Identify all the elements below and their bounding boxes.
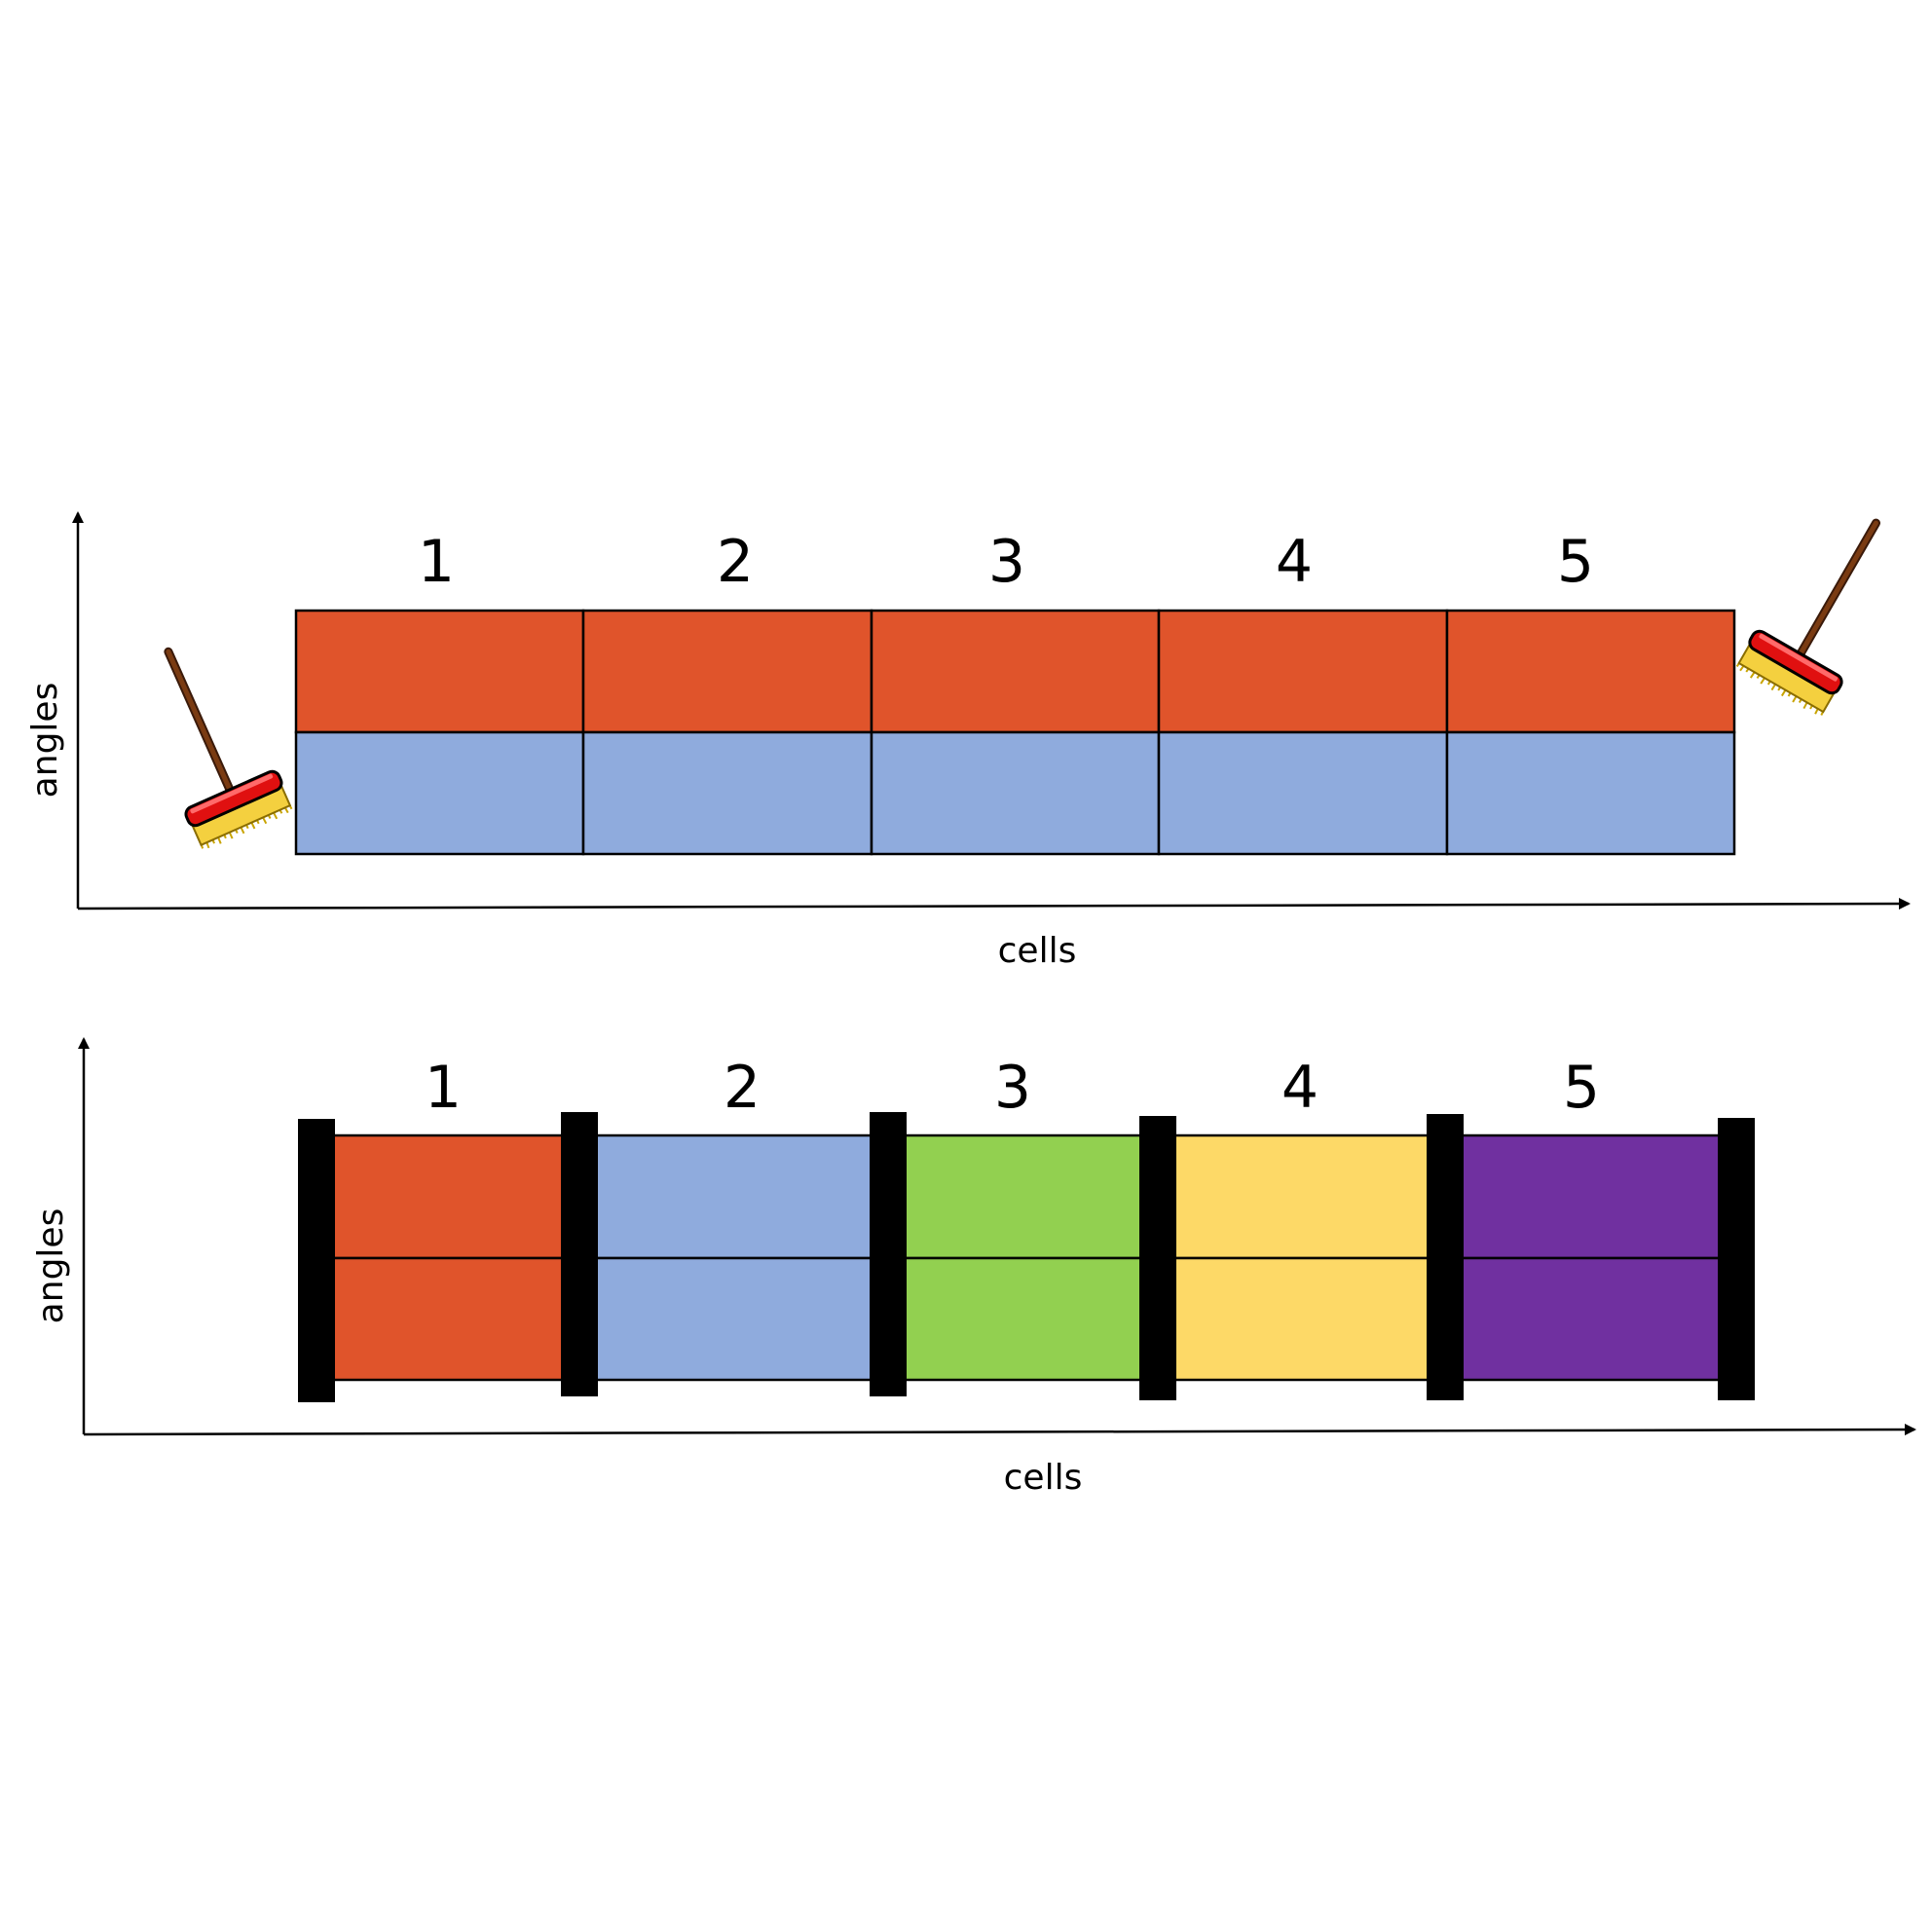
top-cell-number: 4 <box>1276 528 1313 596</box>
broom-icon <box>1733 498 1919 719</box>
top-cell-2-lower <box>581 730 873 856</box>
boundary-bar <box>561 1112 598 1396</box>
bottom-cell-1-lower <box>315 1256 581 1382</box>
bottom-panel: angles cells 1 2 3 4 5 <box>31 1037 1916 1498</box>
bottom-cell-3-upper <box>886 1133 1160 1260</box>
bottom-x-axis-label: cells <box>1004 1458 1083 1498</box>
top-cell-number: 2 <box>717 528 754 596</box>
top-y-axis-label: angles <box>25 683 65 799</box>
top-cell-3-upper <box>870 609 1161 734</box>
bottom-cell-number: 3 <box>994 1054 1031 1122</box>
boundary-bar <box>870 1112 907 1396</box>
top-cell-4-lower <box>1157 730 1449 856</box>
boundary-bar <box>298 1119 335 1402</box>
bottom-cell-grid <box>315 1133 1737 1382</box>
top-cell-number: 1 <box>418 528 455 596</box>
bottom-cell-number: 4 <box>1282 1054 1319 1122</box>
boundary-bar <box>1718 1118 1755 1400</box>
bottom-cell-1-upper <box>315 1133 581 1260</box>
bottom-cell-5-lower <box>1442 1256 1737 1382</box>
bottom-cell-4-lower <box>1156 1256 1446 1382</box>
bottom-cell-5-upper <box>1442 1133 1737 1260</box>
bottom-cell-number: 1 <box>425 1054 462 1122</box>
bottom-y-axis-label: angles <box>31 1208 71 1324</box>
bottom-cell-2-lower <box>577 1256 890 1382</box>
top-cell-3-lower <box>870 730 1161 856</box>
bottom-x-axis <box>83 1424 1916 1436</box>
top-cell-number: 3 <box>988 528 1025 596</box>
bottom-cell-number: 5 <box>1563 1054 1600 1122</box>
boundary-bar <box>1139 1116 1176 1400</box>
bottom-boundary-bars <box>298 1112 1755 1402</box>
bottom-cell-4-upper <box>1156 1133 1446 1260</box>
broom-icon <box>122 631 294 852</box>
top-panel: angles cells 1 2 3 4 5 <box>25 498 1920 971</box>
bottom-cell-3-lower <box>886 1256 1160 1382</box>
top-cell-5-lower <box>1445 730 1736 856</box>
top-x-axis-label: cells <box>998 931 1077 971</box>
bottom-cell-number: 2 <box>724 1054 761 1122</box>
top-cell-numbers: 1 2 3 4 5 <box>418 528 1594 596</box>
top-cell-4-upper <box>1157 609 1449 734</box>
top-cell-grid <box>294 609 1736 856</box>
top-cell-2-upper <box>581 609 873 734</box>
top-cell-1-upper <box>294 609 585 734</box>
boundary-bar <box>1427 1114 1464 1400</box>
bottom-cell-2-upper <box>577 1133 890 1260</box>
top-x-axis <box>77 898 1911 910</box>
bottom-cell-numbers: 1 2 3 4 5 <box>425 1054 1600 1122</box>
top-cell-number: 5 <box>1557 528 1594 596</box>
top-cell-5-upper <box>1445 609 1736 734</box>
top-cell-1-lower <box>294 730 585 856</box>
